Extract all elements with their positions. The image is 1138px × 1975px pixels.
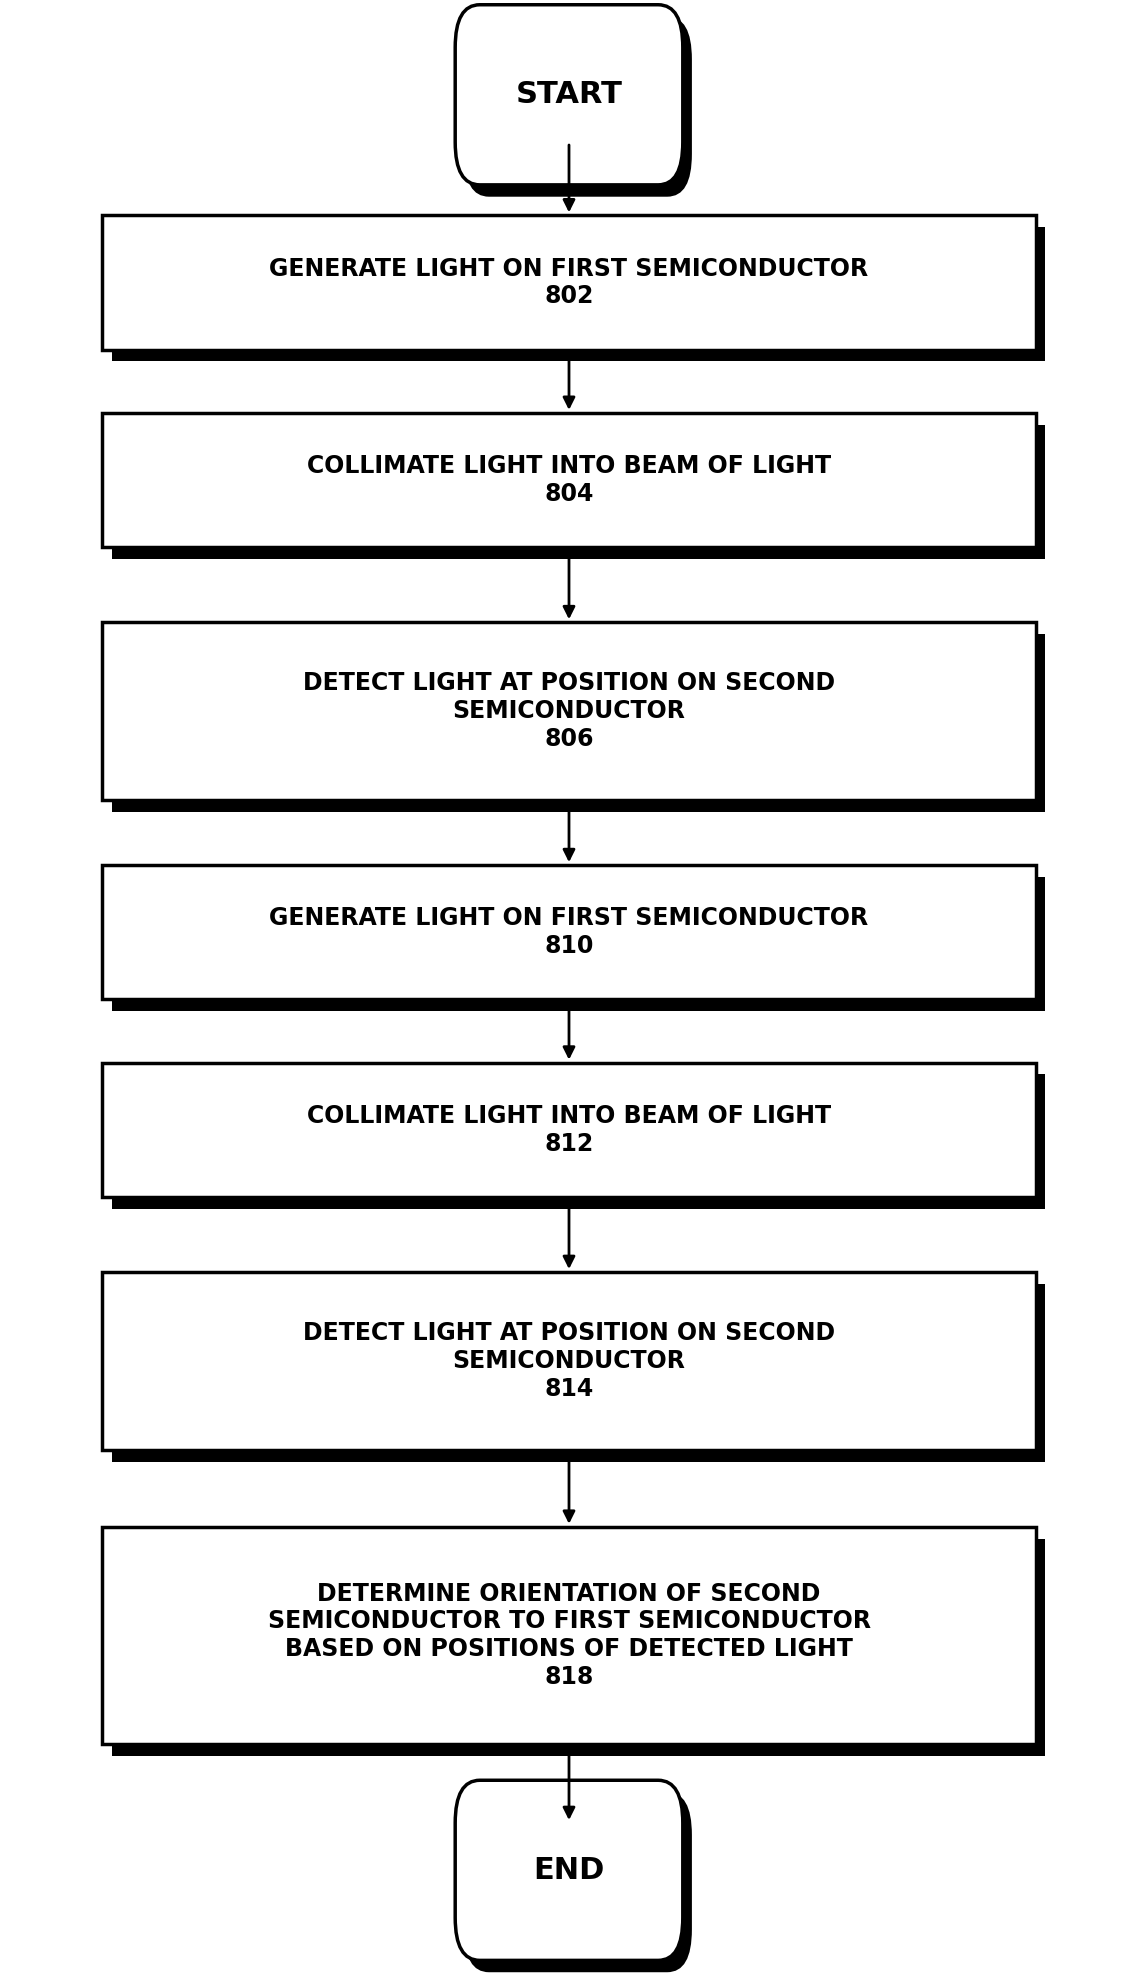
Text: DETECT LIGHT AT POSITION ON SECOND
SEMICONDUCTOR
814: DETECT LIGHT AT POSITION ON SECOND SEMIC… bbox=[303, 1321, 835, 1400]
FancyBboxPatch shape bbox=[102, 1272, 1036, 1450]
FancyBboxPatch shape bbox=[102, 1527, 1036, 1744]
FancyBboxPatch shape bbox=[112, 634, 1045, 812]
FancyBboxPatch shape bbox=[112, 877, 1045, 1011]
Text: COLLIMATE LIGHT INTO BEAM OF LIGHT
804: COLLIMATE LIGHT INTO BEAM OF LIGHT 804 bbox=[307, 454, 831, 506]
FancyBboxPatch shape bbox=[102, 215, 1036, 350]
FancyBboxPatch shape bbox=[112, 1074, 1045, 1209]
Text: START: START bbox=[516, 81, 622, 109]
Text: DETECT LIGHT AT POSITION ON SECOND
SEMICONDUCTOR
806: DETECT LIGHT AT POSITION ON SECOND SEMIC… bbox=[303, 672, 835, 750]
FancyBboxPatch shape bbox=[455, 1779, 683, 1961]
FancyBboxPatch shape bbox=[102, 1063, 1036, 1197]
FancyBboxPatch shape bbox=[455, 4, 683, 186]
Text: COLLIMATE LIGHT INTO BEAM OF LIGHT
812: COLLIMATE LIGHT INTO BEAM OF LIGHT 812 bbox=[307, 1104, 831, 1155]
FancyBboxPatch shape bbox=[464, 1791, 692, 1973]
Text: DETERMINE ORIENTATION OF SECOND
SEMICONDUCTOR TO FIRST SEMICONDUCTOR
BASED ON PO: DETERMINE ORIENTATION OF SECOND SEMICOND… bbox=[267, 1582, 871, 1689]
FancyBboxPatch shape bbox=[112, 1539, 1045, 1756]
FancyBboxPatch shape bbox=[464, 16, 692, 198]
Text: GENERATE LIGHT ON FIRST SEMICONDUCTOR
802: GENERATE LIGHT ON FIRST SEMICONDUCTOR 80… bbox=[270, 257, 868, 308]
FancyBboxPatch shape bbox=[102, 865, 1036, 999]
FancyBboxPatch shape bbox=[102, 413, 1036, 547]
FancyBboxPatch shape bbox=[112, 1284, 1045, 1462]
FancyBboxPatch shape bbox=[112, 425, 1045, 559]
FancyBboxPatch shape bbox=[102, 622, 1036, 800]
FancyBboxPatch shape bbox=[112, 227, 1045, 361]
Text: END: END bbox=[534, 1856, 604, 1884]
Text: GENERATE LIGHT ON FIRST SEMICONDUCTOR
810: GENERATE LIGHT ON FIRST SEMICONDUCTOR 81… bbox=[270, 907, 868, 958]
